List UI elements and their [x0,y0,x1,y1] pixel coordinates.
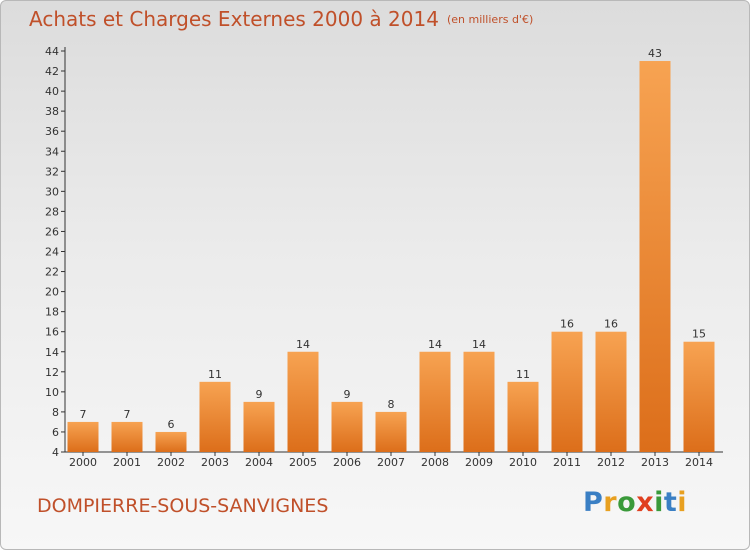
chart-title-text: Achats et Charges Externes 2000 à 2014 [29,7,439,31]
logo-letter: P [583,487,604,518]
y-tick-label: 26 [45,225,59,238]
logo-letter: t [663,487,678,518]
commune-name: DOMPIERRE-SOUS-SANVIGNES [37,495,329,517]
bar-value-label: 14 [428,338,442,351]
bar [507,381,539,452]
bar-value-label: 11 [208,368,222,381]
bar [155,431,187,452]
y-tick-label: 30 [45,185,59,198]
x-tick-label: 2010 [509,456,537,469]
x-tick-label: 2008 [421,456,449,469]
y-tick-label: 16 [45,326,59,339]
proxiti-logo: Proxiti [583,487,687,518]
y-tick-label: 36 [45,125,59,138]
logo-letter: i [677,487,688,518]
y-tick-label: 40 [45,85,59,98]
bar [67,421,99,452]
y-tick-label: 6 [52,426,59,439]
y-tick-label: 44 [45,45,59,58]
bar-value-label: 8 [388,398,395,411]
chart-title: Achats et Charges Externes 2000 à 2014 (e… [29,7,533,31]
bar-value-label: 9 [256,388,263,401]
x-tick-label: 2001 [113,456,141,469]
x-tick-label: 2009 [465,456,493,469]
bar [375,411,407,452]
bar [331,401,363,452]
bar [595,331,627,452]
bar-value-label: 9 [344,388,351,401]
x-tick-label: 2005 [289,456,317,469]
y-tick-label: 10 [45,386,59,399]
y-tick-label: 28 [45,205,59,218]
bar [243,401,275,452]
bar-value-label: 16 [560,318,574,331]
x-tick-label: 2012 [597,456,625,469]
bar-value-label: 16 [604,318,618,331]
bar [639,61,671,453]
bar-value-label: 7 [80,408,87,421]
y-tick-label: 4 [52,446,59,459]
bar [199,381,231,452]
bar [463,351,495,452]
bar [683,341,715,452]
y-tick-label: 14 [45,346,59,359]
logo-letter: o [617,487,637,518]
bar [287,351,319,452]
bar-value-label: 15 [692,328,706,341]
bar-value-label: 7 [124,408,131,421]
y-tick-label: 42 [45,65,59,78]
y-tick-label: 34 [45,145,59,158]
y-tick-label: 38 [45,105,59,118]
bar [111,421,143,452]
x-tick-label: 2014 [685,456,713,469]
x-tick-label: 2004 [245,456,273,469]
bar-value-label: 6 [168,418,175,431]
bar-value-label: 43 [648,47,662,60]
y-tick-label: 18 [45,306,59,319]
logo-letter: x [636,487,655,518]
y-tick-label: 32 [45,165,59,178]
logo-letter: i [654,487,664,518]
y-tick-label: 8 [52,406,59,419]
bar-value-label: 11 [516,368,530,381]
y-tick-label: 24 [45,246,59,259]
x-tick-label: 2003 [201,456,229,469]
y-tick-label: 12 [45,366,59,379]
y-tick-label: 22 [45,266,59,279]
bar [419,351,451,452]
x-tick-label: 2011 [553,456,581,469]
x-tick-label: 2006 [333,456,361,469]
x-tick-label: 2013 [641,456,669,469]
x-tick-label: 2007 [377,456,405,469]
chart-unit: (en milliers d'€) [446,13,534,26]
bar-value-label: 14 [472,338,486,351]
bar [551,331,583,452]
y-tick-label: 20 [45,286,59,299]
x-tick-label: 2002 [157,456,185,469]
bar-value-label: 14 [296,338,310,351]
x-tick-label: 2000 [69,456,97,469]
logo-letter: r [603,487,618,518]
